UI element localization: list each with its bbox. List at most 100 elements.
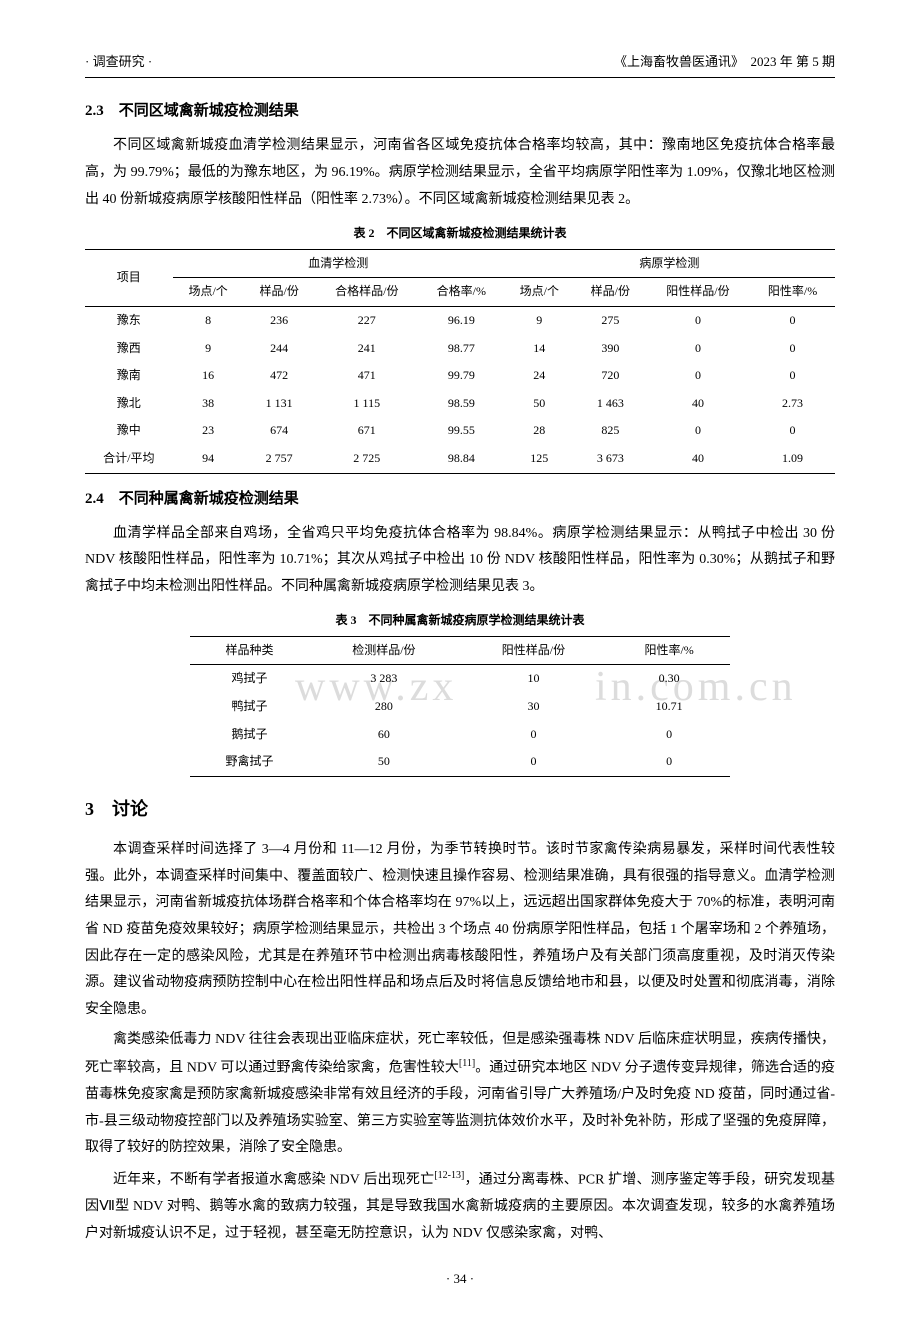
- discussion-p2: 禽类感染低毒力 NDV 往往会表现出亚临床症状，死亡率较低，但是感染强毒株 ND…: [85, 1027, 835, 1162]
- table-cell: 23: [173, 417, 244, 445]
- table-cell: 14: [504, 335, 575, 363]
- table-cell: 1 131: [244, 390, 315, 418]
- table-cell: 豫中: [85, 417, 173, 445]
- table-cell: 豫南: [85, 362, 173, 390]
- table2-group-serology: 血清学检测: [173, 249, 504, 278]
- table-cell: 98.84: [419, 445, 504, 473]
- table-cell: 1 115: [315, 390, 419, 418]
- table-cell: 2.73: [750, 390, 835, 418]
- table-cell: 98.77: [419, 335, 504, 363]
- table3-head-c2: 阳性样品/份: [459, 636, 609, 665]
- table-cell: 472: [244, 362, 315, 390]
- table-cell: 720: [575, 362, 646, 390]
- table2-head-c5: 场点/个: [504, 278, 575, 307]
- table-cell: 9: [173, 335, 244, 363]
- table-cell: 98.59: [419, 390, 504, 418]
- table-cell: 99.79: [419, 362, 504, 390]
- table-cell: 50: [504, 390, 575, 418]
- table-cell: 10.71: [608, 693, 730, 721]
- page-header: · 调查研究 · 《上海畜牧兽医通讯》 2023 年 第 5 期: [85, 50, 835, 78]
- table-cell: 471: [315, 362, 419, 390]
- table-cell: 0: [646, 362, 750, 390]
- table3-head-c3: 阳性率/%: [608, 636, 730, 665]
- table-cell: 0: [646, 306, 750, 334]
- table-cell: 豫西: [85, 335, 173, 363]
- table-cell: 3 283: [309, 665, 459, 693]
- table-cell: 390: [575, 335, 646, 363]
- table-cell: 3 673: [575, 445, 646, 473]
- table3-head-c0: 样品种类: [190, 636, 309, 665]
- table-cell: 0: [608, 748, 730, 776]
- table2-group-pathogen: 病原学检测: [504, 249, 835, 278]
- table-cell: 40: [646, 390, 750, 418]
- table3: 样品种类 检测样品/份 阳性样品/份 阳性率/% 鸡拭子3 283100.30鸭…: [190, 636, 730, 777]
- table-cell: 244: [244, 335, 315, 363]
- table3-caption: 表 3 不同种属禽新城疫病原学检测结果统计表: [85, 610, 835, 632]
- table-cell: 0.30: [608, 665, 730, 693]
- table-cell: 8: [173, 306, 244, 334]
- table-cell: 241: [315, 335, 419, 363]
- table-cell: 合计/平均: [85, 445, 173, 473]
- table2-head-c3: 合格样品/份: [315, 278, 419, 307]
- table-cell: 50: [309, 748, 459, 776]
- table-cell: 2 725: [315, 445, 419, 473]
- table3-head-c1: 检测样品/份: [309, 636, 459, 665]
- discussion-p3: 近年来，不断有学者报道水禽感染 NDV 后出现死亡[12-13]，通过分离毒株、…: [85, 1166, 835, 1247]
- citation-12-13: [12-13]: [434, 1170, 464, 1181]
- table-cell: 1.09: [750, 445, 835, 473]
- table-cell: 825: [575, 417, 646, 445]
- discussion-p1: 本调查采样时间选择了 3—4 月份和 11—12 月份，为季节转换时节。该时节家…: [85, 837, 835, 1023]
- table-cell: 674: [244, 417, 315, 445]
- table-cell: 豫东: [85, 306, 173, 334]
- table-cell: 24: [504, 362, 575, 390]
- table2-caption: 表 2 不同区域禽新城疫检测结果统计表: [85, 223, 835, 245]
- table2-head-c8: 阳性率/%: [750, 278, 835, 307]
- table2-head-c6: 样品/份: [575, 278, 646, 307]
- table-cell: 28: [504, 417, 575, 445]
- table-cell: 野禽拭子: [190, 748, 309, 776]
- table-cell: 0: [750, 362, 835, 390]
- table-cell: 鸡拭子: [190, 665, 309, 693]
- table-cell: 40: [646, 445, 750, 473]
- table2-head-c1: 场点/个: [173, 278, 244, 307]
- table-cell: 0: [608, 721, 730, 749]
- header-category: · 调查研究 ·: [85, 50, 152, 73]
- table-cell: 2 757: [244, 445, 315, 473]
- table-cell: 0: [646, 335, 750, 363]
- table2-head-c7: 阳性样品/份: [646, 278, 750, 307]
- table-cell: 280: [309, 693, 459, 721]
- table-cell: 9: [504, 306, 575, 334]
- table-cell: 16: [173, 362, 244, 390]
- citation-11: [11]: [459, 1058, 475, 1069]
- table-cell: 99.55: [419, 417, 504, 445]
- section-23-title: 2.3 不同区域禽新城疫检测结果: [85, 98, 835, 125]
- table-cell: 0: [459, 748, 609, 776]
- table-cell: 0: [646, 417, 750, 445]
- table2: 项目 血清学检测 病原学检测 场点/个 样品/份 合格样品/份 合格率/% 场点…: [85, 249, 835, 474]
- table-cell: 0: [750, 306, 835, 334]
- table-cell: 38: [173, 390, 244, 418]
- page-number: · 34 ·: [85, 1267, 835, 1290]
- table-cell: 0: [750, 335, 835, 363]
- table2-head-c4: 合格率/%: [419, 278, 504, 307]
- table-cell: 94: [173, 445, 244, 473]
- table-cell: 鹅拭子: [190, 721, 309, 749]
- table-cell: 236: [244, 306, 315, 334]
- table2-head-c2: 样品/份: [244, 278, 315, 307]
- table-cell: 125: [504, 445, 575, 473]
- section-3-title: 3 讨论: [85, 793, 835, 825]
- table-cell: 30: [459, 693, 609, 721]
- section-24-paragraph: 血清学样品全部来自鸡场，全省鸡只平均免疫抗体合格率为 98.84%。病原学检测结…: [85, 521, 835, 601]
- table-cell: 豫北: [85, 390, 173, 418]
- table-cell: 60: [309, 721, 459, 749]
- table-cell: 10: [459, 665, 609, 693]
- table-cell: 0: [459, 721, 609, 749]
- table-cell: 227: [315, 306, 419, 334]
- header-journal: 《上海畜牧兽医通讯》 2023 年 第 5 期: [614, 50, 835, 73]
- table-cell: 275: [575, 306, 646, 334]
- table-cell: 96.19: [419, 306, 504, 334]
- table-cell: 0: [750, 417, 835, 445]
- table2-head-item: 项目: [85, 249, 173, 306]
- table-cell: 671: [315, 417, 419, 445]
- discussion-p3-pre: 近年来，不断有学者报道水禽感染 NDV 后出现死亡: [113, 1173, 434, 1188]
